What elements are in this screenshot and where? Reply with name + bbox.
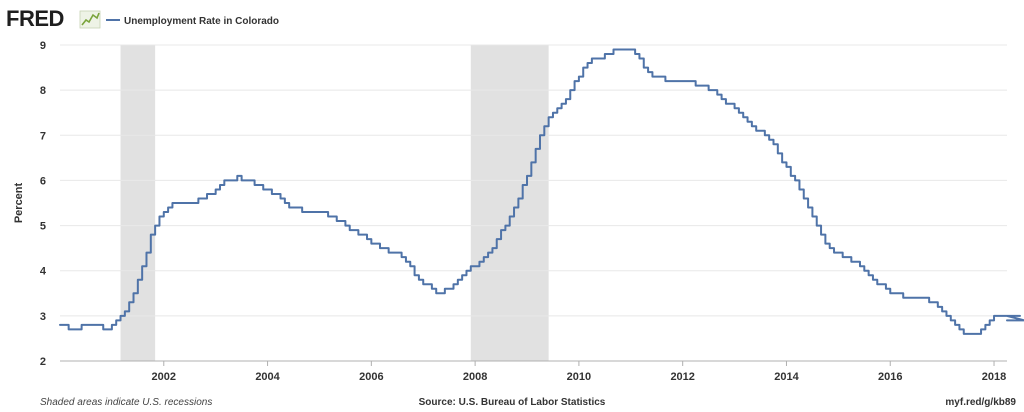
y-axis-label: Percent — [13, 182, 25, 223]
y-tick-label-6: 6 — [40, 175, 46, 187]
x-tick-label-2010: 2010 — [567, 371, 591, 383]
x-tick-label-2006: 2006 — [359, 371, 383, 383]
x-tick-label-2016: 2016 — [878, 371, 902, 383]
x-tick-label-2002: 2002 — [152, 371, 176, 383]
fred-chart-icon — [79, 10, 101, 29]
x-tick-label-2012: 2012 — [670, 371, 694, 383]
x-tick-label-2018: 2018 — [982, 371, 1006, 383]
x-tick-label-2004: 2004 — [255, 371, 280, 383]
x-tick-label-2008: 2008 — [463, 371, 487, 383]
y-tick-label-5: 5 — [40, 221, 46, 233]
x-tick-labels: 2002 2004 2006 2008 2010 2012 2014 2016 2018 — [152, 371, 1007, 383]
y-tick-label-4: 4 — [40, 266, 47, 278]
y-tick-label-3: 3 — [40, 311, 46, 323]
y-tick-label-2: 2 — [40, 356, 46, 368]
legend-label: Unemployment Rate in Colorado — [124, 16, 279, 27]
y-tick-label-7: 7 — [40, 130, 46, 142]
y-tick-labels: 2 3 4 5 6 7 8 9 — [40, 40, 47, 368]
fred-logo[interactable]: FRED — [6, 6, 64, 31]
short-link[interactable]: myf.red/g/kb89 — [945, 397, 1016, 408]
y-tick-label-9: 9 — [40, 40, 46, 52]
series-lines — [59, 48, 1024, 335]
recession-band-2 — [470, 45, 549, 361]
recession-bands — [120, 45, 549, 361]
series-line-1 — [59, 48, 1024, 335]
axes — [60, 360, 1007, 366]
recession-note: Shaded areas indicate U.S. recessions — [40, 397, 212, 408]
gridlines — [60, 44, 1007, 317]
source-note: Source: U.S. Bureau of Labor Statistics — [419, 397, 606, 408]
y-tick-label-8: 8 — [40, 85, 46, 97]
recession-band-1 — [120, 45, 156, 361]
x-tick-label-2014: 2014 — [774, 371, 799, 383]
